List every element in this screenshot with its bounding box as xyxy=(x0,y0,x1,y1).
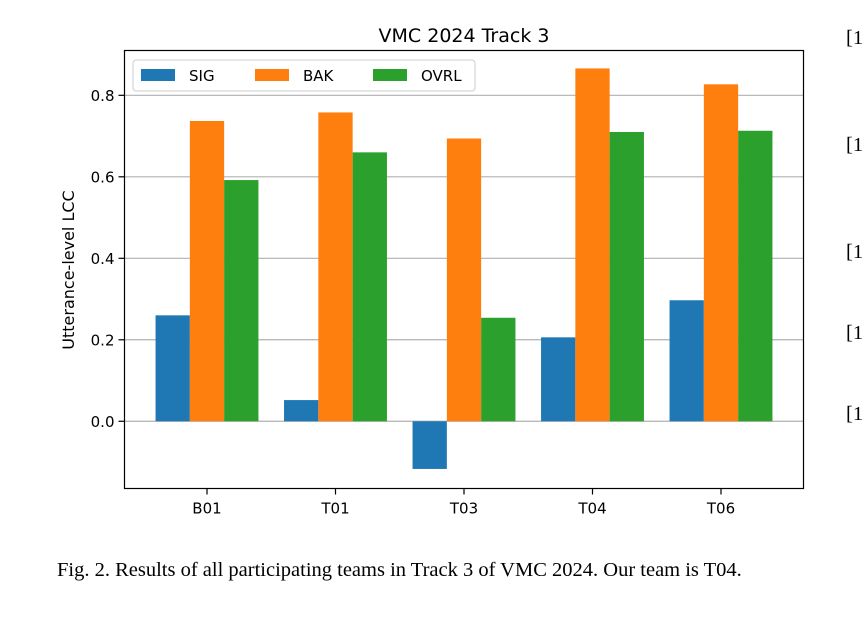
reference-marker: [1 xyxy=(846,403,863,425)
bars xyxy=(155,68,773,469)
legend: SIG BAK OVRL xyxy=(132,59,476,92)
reference-marker: [1 xyxy=(846,27,863,49)
reference-marker: [1 xyxy=(846,322,863,344)
bar-sig-t06 xyxy=(669,300,704,422)
legend-swatch-bak xyxy=(255,69,289,81)
x-tick-label: T04 xyxy=(577,500,606,518)
bar-bak-b01 xyxy=(189,120,225,422)
x-tick-label: T01 xyxy=(320,500,349,518)
bar-bak-t01 xyxy=(318,112,353,422)
legend-label-bak: BAK xyxy=(303,67,335,85)
bar-bak-t04 xyxy=(575,68,610,422)
chart-title: VMC 2024 Track 3 xyxy=(379,25,550,47)
bar-sig-t03 xyxy=(412,421,447,469)
x-tick-label: T06 xyxy=(706,500,735,518)
y-tick-label: 0.6 xyxy=(91,168,115,186)
y-axis-ticks: 0.0 0.2 0.4 0.6 0.8 xyxy=(91,87,125,431)
legend-swatch-sig xyxy=(141,69,175,81)
figure-caption: Fig. 2. Results of all participating tea… xyxy=(57,559,742,581)
x-tick-label: B01 xyxy=(192,500,221,518)
bar-ovrl-t04 xyxy=(609,131,644,422)
y-tick-label: 0.4 xyxy=(91,250,115,268)
bar-ovrl-b01 xyxy=(224,180,259,422)
y-axis-label: Utterance-level LCC xyxy=(59,190,78,349)
legend-swatch-ovrl xyxy=(373,69,407,81)
x-axis-ticks: B01 T01 T03 T04 T06 xyxy=(192,488,735,518)
chart: VMC 2024 Track 3 Utterance-level LCC 0.0… xyxy=(59,25,805,518)
x-tick-label: T03 xyxy=(449,500,478,518)
legend-label-sig: SIG xyxy=(189,67,215,85)
reference-marker: [1 xyxy=(846,241,863,263)
y-tick-label: 0.0 xyxy=(91,413,115,431)
y-tick-label: 0.2 xyxy=(91,331,115,349)
legend-box xyxy=(132,59,476,92)
bar-ovrl-t06 xyxy=(738,130,773,422)
bar-ovrl-t01 xyxy=(352,152,387,422)
legend-label-ovrl: OVRL xyxy=(421,67,462,85)
reference-marker: [1 xyxy=(846,134,863,156)
plot-frame xyxy=(123,49,805,490)
bar-sig-t01 xyxy=(284,400,319,422)
bar-bak-t06 xyxy=(703,84,739,422)
bar-sig-t04 xyxy=(541,337,576,422)
bar-bak-t03 xyxy=(446,138,482,422)
y-tick-label: 0.8 xyxy=(91,87,115,105)
bar-ovrl-t03 xyxy=(481,317,516,422)
bar-sig-b01 xyxy=(155,315,190,422)
